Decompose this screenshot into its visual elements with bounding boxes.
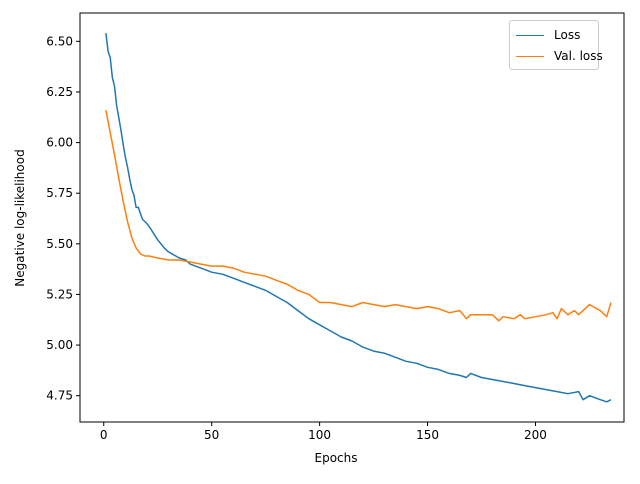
x-axis-label: Epochs — [315, 451, 358, 465]
y-tick-label: 6.50 — [46, 34, 73, 48]
legend-swatch-val-loss — [516, 55, 544, 57]
loss-series-line — [105, 33, 612, 403]
x-tick-label: 200 — [524, 428, 547, 442]
y-tick-label: 6.25 — [46, 85, 73, 99]
y-axis-label: Negative log-likelihood — [13, 149, 27, 286]
y-tick-label: 4.75 — [46, 389, 73, 403]
legend-label-val-loss: Val. loss — [554, 49, 603, 63]
plot-area — [105, 33, 612, 403]
axes-frame — [79, 12, 625, 423]
val-loss-series-line — [105, 110, 612, 322]
legend-item-loss: Loss — [516, 27, 580, 43]
axis-ticks: 0 50 100 150 200 4.75 5.00 5.25 5.50 5.75 6.00 6.25… — [46, 34, 547, 442]
y-tick-label: 5.00 — [46, 338, 73, 352]
y-tick-label: 5.50 — [46, 237, 73, 251]
legend-label-loss: Loss — [554, 28, 581, 42]
y-tick-label: 5.75 — [46, 186, 73, 200]
y-tick-label: 5.25 — [46, 287, 73, 301]
x-tick-label: 0 — [100, 428, 108, 442]
x-tick-label: 150 — [416, 428, 439, 442]
legend-swatch-loss — [516, 34, 544, 36]
legend: Loss Val. loss — [509, 20, 603, 70]
legend-item-val-loss: Val. loss — [516, 48, 603, 64]
x-tick-label: 50 — [204, 428, 219, 442]
y-tick-label: 6.00 — [46, 136, 73, 150]
x-tick-label: 100 — [308, 428, 331, 442]
